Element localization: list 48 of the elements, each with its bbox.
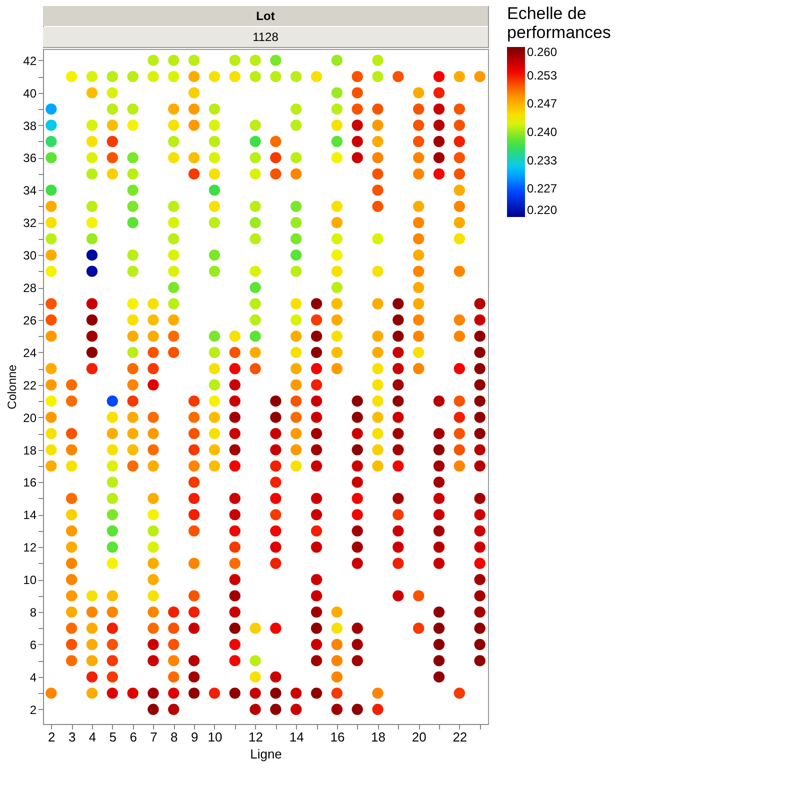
y-tick-label: 2 xyxy=(30,702,37,717)
y-tick-label: 24 xyxy=(23,346,37,360)
y-tick-label: 28 xyxy=(23,281,37,296)
y-tick-label: 30 xyxy=(23,248,37,263)
y-tick-label: 32 xyxy=(23,216,37,230)
y-tick-label: 10 xyxy=(23,573,37,588)
x-tick-label: 18 xyxy=(371,730,386,744)
color-bar-label: 0.233 xyxy=(527,153,558,168)
x-tick-label: 5 xyxy=(109,730,117,744)
y-tick-label: 36 xyxy=(23,151,37,166)
y-tick-label: 34 xyxy=(23,184,37,198)
x-tick-label: 14 xyxy=(289,730,304,744)
y-tick-label: 16 xyxy=(23,476,37,490)
y-tick-label: 40 xyxy=(23,86,37,100)
color-bar-title: Echelle de performances xyxy=(507,4,611,42)
x-axis-title: Ligne xyxy=(250,746,282,762)
x-tick-label: 8 xyxy=(170,730,178,744)
y-tick-label: 14 xyxy=(23,508,37,522)
y-tick-label: 8 xyxy=(30,606,37,620)
color-bar-label: 0.253 xyxy=(527,68,558,82)
color-bar-label: 0.247 xyxy=(527,96,558,111)
x-tick-label: 20 xyxy=(412,730,426,744)
y-tick-label: 6 xyxy=(30,638,37,652)
color-bar-label: 0.240 xyxy=(527,125,558,139)
chart-subtitle: 1128 xyxy=(252,30,279,44)
y-tick-label: 26 xyxy=(23,313,37,328)
x-tick-label: 6 xyxy=(130,730,137,744)
y-tick-label: 20 xyxy=(23,410,37,425)
x-tick-label: 2 xyxy=(48,730,56,744)
x-tick-label: 7 xyxy=(150,730,158,744)
color-bar-label: 0.220 xyxy=(527,203,558,217)
chart-title: Lot xyxy=(256,9,275,23)
x-tick-label: 4 xyxy=(88,730,96,744)
y-tick-label: 4 xyxy=(30,670,37,684)
color-bar-label: 0.227 xyxy=(527,182,558,196)
x-tick-label: 10 xyxy=(208,730,222,744)
y-axis-title: Colonne xyxy=(5,364,20,410)
y-tick-label: 18 xyxy=(23,443,37,458)
x-tick-label: 12 xyxy=(248,730,264,744)
y-tick-label: 22 xyxy=(23,378,37,392)
x-tick-label: 9 xyxy=(190,730,198,744)
y-tick-label: 42 xyxy=(23,54,37,68)
y-tick-label: 38 xyxy=(23,118,37,133)
x-tick-label: 16 xyxy=(330,730,345,744)
x-tick-label: 3 xyxy=(68,730,76,744)
color-bar-label: 0.260 xyxy=(527,45,558,59)
x-tick-label: 22 xyxy=(452,730,468,744)
y-tick-label: 12 xyxy=(23,540,37,555)
